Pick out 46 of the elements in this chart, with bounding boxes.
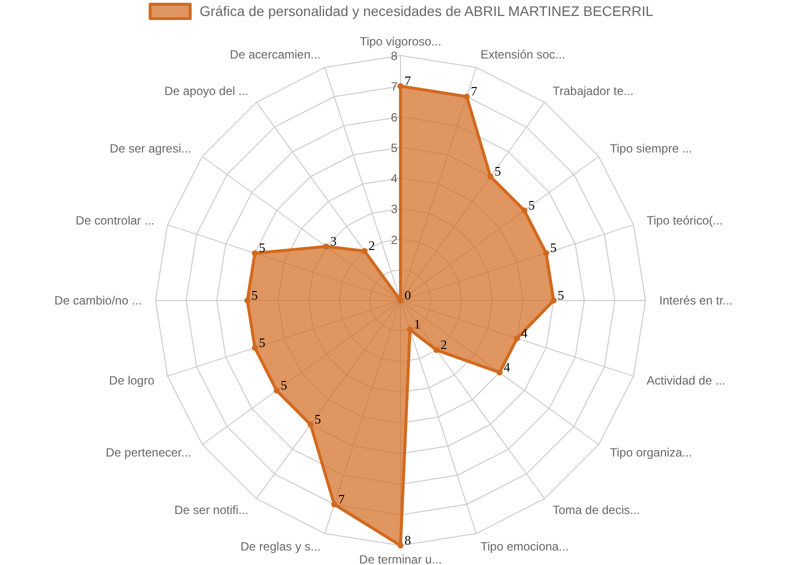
spoke-label: De pertenecer...	[106, 446, 192, 460]
y-tick-label: 7	[390, 80, 398, 94]
y-tick-label: 4	[390, 172, 398, 186]
data-label: 0	[404, 288, 411, 302]
data-label: 7	[404, 73, 412, 88]
y-tick-label: 6	[390, 110, 398, 124]
y-tick-label: 3	[390, 202, 398, 216]
data-label: 8	[404, 532, 411, 548]
spoke-label: De ser agresi...	[110, 141, 192, 156]
data-label: 2	[368, 238, 375, 253]
data-label: 7	[470, 84, 478, 99]
data-label: 1	[414, 316, 420, 332]
data-label: 5	[251, 288, 258, 302]
spoke-label: Trabajador te...	[552, 84, 634, 98]
spoke-label: Toma de decis...	[552, 502, 640, 517]
data-label: 3	[330, 233, 337, 248]
spoke-label: Tipo teórico(...	[646, 214, 723, 228]
spoke-label: De acercamien...	[230, 47, 321, 62]
spoke-label: Tipo siempre ...	[610, 141, 692, 156]
spoke-label: De ser notifi...	[174, 502, 248, 517]
spoke-label: Tipo emociona...	[480, 540, 569, 554]
y-tick-label: 5	[390, 140, 398, 155]
spoke-label: Extensión soc...	[480, 47, 566, 62]
data-label: 5	[280, 378, 288, 393]
y-tick-label: 8	[390, 49, 398, 63]
spoke-label: Actividad de ...	[646, 373, 726, 388]
y-tick-label: 2	[390, 232, 398, 247]
data-label: 4	[504, 360, 511, 375]
data-label: 2	[440, 337, 447, 352]
spoke-label: De reglas y s...	[240, 540, 321, 554]
spoke-label: De cambio/no ...	[54, 294, 142, 308]
spoke-label: De terminar u...	[359, 552, 442, 565]
data-label: 5	[258, 334, 266, 350]
spoke-label: De controlar ...	[76, 214, 154, 228]
spoke-label: De logro	[109, 373, 155, 388]
data-label: 5	[558, 288, 564, 302]
data-label: 5	[314, 411, 321, 426]
spoke-label: Tipo vigoroso...	[360, 34, 442, 49]
spoke-label: Interés en tr...	[659, 294, 733, 308]
data-label: 5	[550, 240, 557, 256]
legend-label: Gráfica de personalidad y necesidades de ABRIL MARTINEZ BECERRIL	[200, 3, 654, 19]
spoke-label: Tipo organiza...	[610, 446, 692, 460]
data-label: 5	[494, 164, 502, 179]
data-label: 5	[528, 197, 535, 212]
data-label: 7	[338, 491, 346, 506]
spoke-label: De apoyo del ...	[164, 84, 248, 98]
